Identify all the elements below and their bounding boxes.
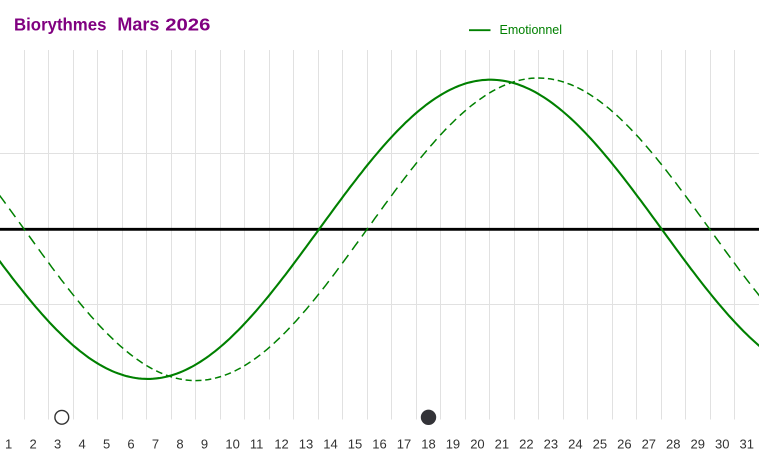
svg-text:10: 10 <box>225 437 239 452</box>
svg-text:4: 4 <box>78 437 85 452</box>
svg-text:6: 6 <box>127 437 134 452</box>
svg-text:21: 21 <box>495 437 509 452</box>
svg-text:15: 15 <box>348 437 362 452</box>
svg-text:14: 14 <box>323 437 337 452</box>
svg-text:19: 19 <box>446 437 460 452</box>
svg-text:9: 9 <box>201 437 208 452</box>
svg-text:30: 30 <box>715 437 729 452</box>
svg-text:16: 16 <box>372 437 386 452</box>
svg-text:5: 5 <box>103 437 110 452</box>
svg-text:27: 27 <box>642 437 656 452</box>
svg-text:Mars: Mars <box>117 14 159 34</box>
svg-text:7: 7 <box>152 437 159 452</box>
svg-text:Emotionnel: Emotionnel <box>500 23 563 37</box>
svg-text:13: 13 <box>299 437 313 452</box>
svg-text:8: 8 <box>176 437 183 452</box>
svg-text:31: 31 <box>740 437 754 452</box>
svg-text:1: 1 <box>5 437 12 452</box>
svg-text:18: 18 <box>421 437 435 452</box>
svg-text:3: 3 <box>54 437 61 452</box>
svg-text:25: 25 <box>593 437 607 452</box>
svg-text:29: 29 <box>691 437 705 452</box>
svg-text:12: 12 <box>274 437 288 452</box>
svg-text:28: 28 <box>666 437 680 452</box>
svg-text:23: 23 <box>544 437 558 452</box>
svg-text:20: 20 <box>470 437 484 452</box>
svg-text:2026: 2026 <box>165 15 210 35</box>
svg-text:17: 17 <box>397 437 411 452</box>
svg-text:24: 24 <box>568 437 582 452</box>
svg-text:22: 22 <box>519 437 533 452</box>
svg-text:Biorythmes: Biorythmes <box>14 14 106 35</box>
svg-text:26: 26 <box>617 437 631 452</box>
svg-text:11: 11 <box>250 437 264 452</box>
svg-text:2: 2 <box>29 437 36 452</box>
